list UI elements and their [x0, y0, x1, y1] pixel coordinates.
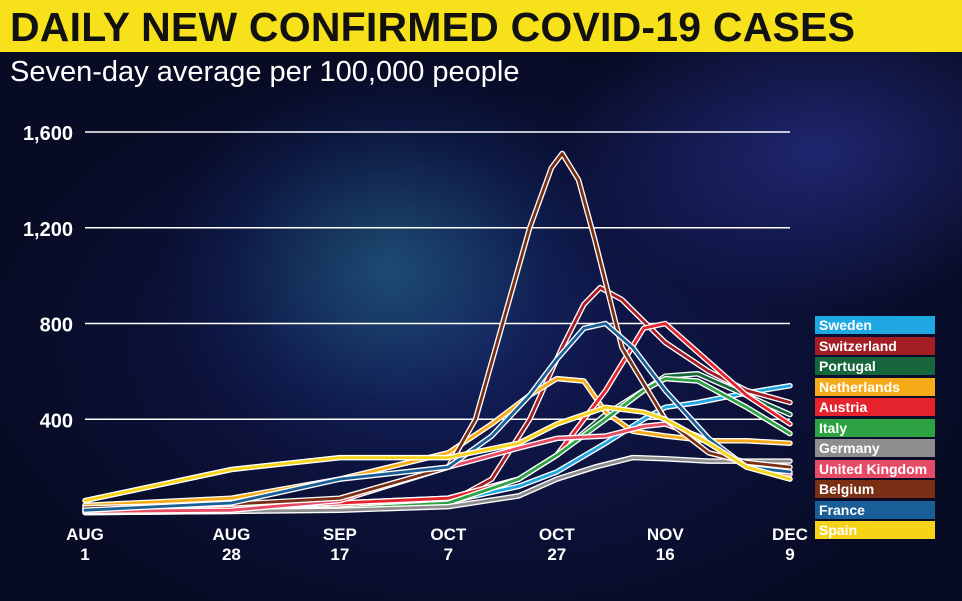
legend-item: France [815, 500, 935, 519]
y-tick-label: 400 [40, 410, 73, 432]
series-line [83, 405, 792, 503]
y-tick-label: 1,200 [23, 219, 73, 241]
legend-item: Italy [815, 418, 935, 437]
legend-item: Austria [815, 398, 935, 416]
x-tick-label: OCT 7 [430, 525, 467, 564]
x-tick-label: SEP 17 [323, 525, 357, 564]
series-line [83, 456, 792, 514]
series-line [83, 322, 792, 512]
series-line-outline [82, 375, 793, 509]
series-line [83, 372, 792, 511]
x-tick-label: DEC 9 [772, 525, 808, 564]
legend-item: Germany [815, 439, 935, 457]
legend-item: Netherlands [815, 377, 935, 396]
series-line [83, 377, 792, 514]
x-tick-label: AUG 28 [213, 525, 251, 564]
chart-subtitle: Seven-day average per 100,000 people [10, 56, 520, 88]
series-line-outline [82, 375, 793, 516]
series-line [83, 322, 792, 512]
legend-item: United Kingdom [815, 459, 935, 478]
series-line-outline [82, 371, 793, 512]
x-tick-label: AUG 1 [66, 525, 104, 564]
legend-item: Belgium [815, 480, 935, 498]
series-line [83, 152, 792, 510]
legend-item: Switzerland [815, 336, 935, 355]
chart-title: DAILY NEW CONFIRMED COVID-19 CASES [10, 4, 856, 50]
legend-item: Spain [815, 521, 935, 539]
legend-item: Portugal [815, 357, 935, 375]
x-tick-label: OCT 27 [539, 525, 576, 564]
legend-item: Sweden [815, 316, 935, 334]
y-tick-label: 1,600 [23, 123, 73, 145]
series-line-outline [82, 320, 793, 513]
title-banner: DAILY NEW CONFIRMED COVID-19 CASES [0, 0, 962, 52]
series-line [83, 384, 792, 510]
series-line-outline [82, 320, 793, 513]
series-line [83, 377, 792, 507]
x-tick-label: NOV 16 [647, 525, 685, 564]
y-tick-label: 800 [40, 315, 73, 337]
